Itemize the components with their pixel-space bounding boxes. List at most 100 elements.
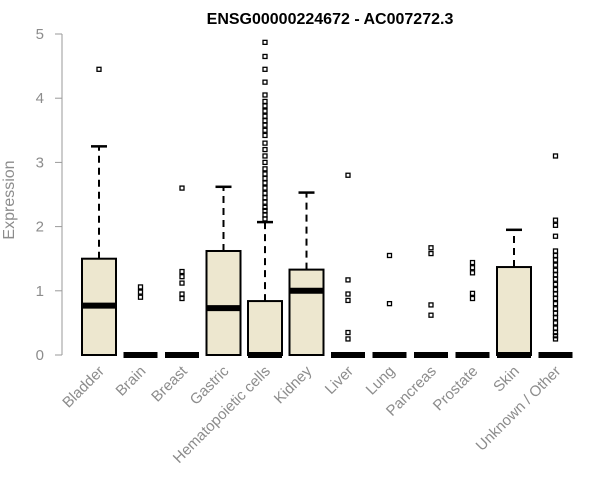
box-pancreas xyxy=(414,245,448,358)
outlier-point xyxy=(469,259,476,266)
x-tick-label-lung: Lung xyxy=(363,363,399,399)
box-lung xyxy=(372,252,407,358)
outlier-point xyxy=(262,175,268,182)
x-tick-label-brain: Brain xyxy=(113,363,150,400)
x-tick-label-prostate: Prostate xyxy=(430,363,482,415)
outlier-point xyxy=(469,270,476,276)
outlier-point xyxy=(179,280,185,286)
x-tick-label-kidney: Kidney xyxy=(271,362,316,407)
y-tick-label: 3 xyxy=(36,154,44,171)
x-tick-label-breast: Breast xyxy=(148,362,191,405)
outlier-point xyxy=(552,233,559,239)
outlier-point xyxy=(262,98,268,105)
outlier-point xyxy=(179,295,185,302)
outlier-point xyxy=(262,185,268,191)
outlier-point xyxy=(552,276,559,282)
outlier-point xyxy=(386,252,393,259)
iqr-box xyxy=(205,249,242,356)
outlier-point xyxy=(262,118,268,124)
outlier-point xyxy=(262,199,268,205)
box-skin xyxy=(496,228,532,358)
outlier-point xyxy=(552,252,559,259)
outlier-point xyxy=(469,295,476,302)
y-axis-label: Expression xyxy=(1,160,18,239)
outlier-point xyxy=(552,281,559,288)
outlier-point xyxy=(552,333,559,339)
box-liver xyxy=(331,172,365,358)
outlier-point xyxy=(428,250,434,257)
outlier-point xyxy=(96,66,102,72)
outlier-point xyxy=(552,222,559,228)
outlier-point xyxy=(552,286,559,293)
outlier-point xyxy=(179,185,185,191)
box-unknown-other xyxy=(538,153,573,358)
outlier-point xyxy=(552,336,559,342)
outlier-point xyxy=(262,103,268,109)
outlier-point xyxy=(262,127,268,133)
outlier-point xyxy=(552,257,559,263)
outlier-point xyxy=(552,315,559,321)
outlier-point xyxy=(262,195,268,201)
box-brain xyxy=(123,284,158,358)
outlier-point xyxy=(262,171,268,177)
outlier-point xyxy=(345,172,351,178)
outlier-point xyxy=(469,265,476,271)
outlier-point xyxy=(262,159,268,166)
iqr-box xyxy=(496,266,532,356)
outlier-point xyxy=(552,217,559,223)
outlier-point xyxy=(345,329,351,336)
outlier-point xyxy=(179,274,185,280)
outlier-point xyxy=(552,320,559,326)
outlier-point xyxy=(345,291,351,297)
outlier-point xyxy=(552,267,559,273)
outlier-point xyxy=(137,284,144,290)
y-tick-label: 5 xyxy=(36,26,44,43)
outlier-point xyxy=(262,66,268,72)
outlier-point xyxy=(262,39,268,45)
y-tick-label: 0 xyxy=(36,347,44,364)
outlier-point xyxy=(345,277,351,283)
y-tick-label: 2 xyxy=(36,219,44,236)
outlier-point xyxy=(552,153,559,159)
outlier-point xyxy=(552,295,559,302)
x-tick-label-liver: Liver xyxy=(322,363,357,398)
outlier-point xyxy=(262,79,268,85)
outlier-point xyxy=(428,302,434,308)
y-axis: 0 1 2 3 4 5 xyxy=(36,26,63,364)
outlier-point xyxy=(262,132,268,139)
outlier-point xyxy=(179,268,185,275)
outlier-point xyxy=(552,262,559,268)
iqr-box xyxy=(247,300,283,356)
y-tick-label: 1 xyxy=(36,283,44,300)
outlier-point xyxy=(552,325,559,331)
outlier-point xyxy=(262,146,268,153)
x-tick-label-bladder: Bladder xyxy=(59,363,108,412)
outlier-point xyxy=(262,53,268,60)
outlier-point xyxy=(262,140,268,146)
outlier-point xyxy=(469,290,476,297)
outlier-point xyxy=(179,291,185,297)
outlier-point xyxy=(428,312,434,318)
iqr-box xyxy=(288,268,325,357)
outlier-point xyxy=(552,306,559,312)
outlier-point xyxy=(262,122,268,128)
outlier-point xyxy=(345,297,351,304)
box-hematopoietic-cells xyxy=(247,39,283,358)
outlier-point xyxy=(552,300,559,307)
outlier-point xyxy=(386,300,393,307)
box-series xyxy=(81,39,573,358)
box-kidney xyxy=(288,191,325,357)
outlier-point xyxy=(262,108,268,114)
outlier-point xyxy=(262,204,268,210)
outlier-point xyxy=(262,166,268,172)
y-tick-label: 4 xyxy=(36,90,44,107)
box-gastric xyxy=(205,185,242,356)
outlier-point xyxy=(262,190,268,196)
outlier-point xyxy=(552,329,559,336)
outlier-point xyxy=(428,245,434,251)
outlier-point xyxy=(262,180,268,186)
outlier-point xyxy=(552,310,559,316)
chart-title: ENSG00000224672 - AC007272.3 xyxy=(207,11,454,28)
